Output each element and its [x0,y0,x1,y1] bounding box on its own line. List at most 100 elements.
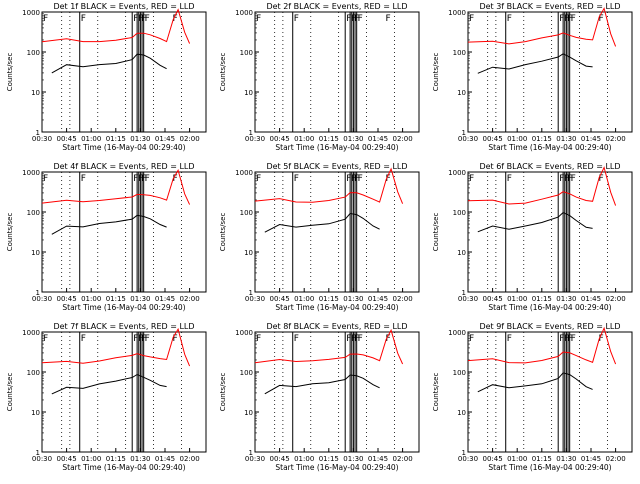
plot-frame [467,171,633,293]
flag-marker: F [138,174,143,184]
x-tick-label: 01:45 [581,295,601,303]
flag-marker: F [567,14,572,24]
flag-marker: F [173,334,178,344]
panel-title: Det 9f BLACK = Events, RED = LLD [479,322,620,331]
x-tick-label: 00:45 [483,135,503,143]
flag-marker: F [173,14,178,24]
series-lld-line [467,7,617,47]
x-tick-label: 00:45 [57,295,77,303]
y-axis-label: Counts/sec [219,213,227,252]
y-tick-label: 100 [453,209,466,217]
series-lld-line [467,166,617,206]
flag-marker: F [354,14,359,24]
y-tick-label: 1 [462,289,466,297]
x-tick-label: 00:45 [270,295,290,303]
x-tick-label: 00:30 [32,135,52,143]
flag-marker: F [358,14,363,24]
y-tick-label: 100 [453,369,466,377]
x-tick-label: 00:30 [458,295,478,303]
x-axis-label: Start Time (16-May-04 00:29:40) [275,303,398,312]
flag-marker: F [351,174,356,184]
y-axis-label: Counts/sec [6,213,14,252]
flag-marker: F [354,334,359,344]
x-tick-label: 01:15 [106,295,126,303]
x-tick-label: 00:45 [57,135,77,143]
x-tick-label: 01:15 [532,455,552,463]
x-tick-label: 00:30 [458,455,478,463]
x-axis-label: Start Time (16-May-04 00:29:40) [62,463,185,472]
y-axis-label: Counts/sec [219,53,227,92]
x-tick-label: 02:00 [393,295,413,303]
x-tick-label: 01:45 [581,135,601,143]
flag-marker: F [507,334,512,344]
plot-frame [254,331,420,453]
y-tick-label: 1000 [22,329,40,337]
x-tick-label: 00:30 [245,455,265,463]
panel-title: Det 1f BLACK = Events, RED = LLD [53,2,194,11]
x-tick-label: 00:45 [483,455,503,463]
x-tick-label: 02:00 [180,455,200,463]
panel-title: Det 3f BLACK = Events, RED = LLD [479,2,620,11]
flag-marker: F [567,334,572,344]
x-tick-label: 01:00 [507,295,527,303]
flag-marker: F [256,334,261,344]
flag-marker: F [386,14,391,24]
flag-marker: F [133,174,138,184]
x-tick-label: 02:00 [606,135,626,143]
y-tick-label: 1 [249,289,253,297]
x-tick-label: 01:00 [507,455,527,463]
flag-marker: F [599,334,604,344]
y-tick-label: 10 [457,249,466,257]
x-tick-label: 01:45 [155,135,175,143]
plot-frame [41,11,207,133]
plot-frame [41,171,207,293]
x-tick-label: 01:30 [556,295,576,303]
x-axis-label: Start Time (16-May-04 00:29:40) [488,143,611,152]
y-axis-label: Counts/sec [432,213,440,252]
y-tick-label: 10 [244,89,253,97]
x-tick-label: 01:45 [368,295,388,303]
y-tick-label: 1000 [235,169,253,177]
x-tick-label: 01:00 [294,295,314,303]
series-events-line [264,374,380,395]
x-tick-label: 01:30 [130,135,150,143]
flag-marker: F [133,334,138,344]
flag-marker: F [256,174,261,184]
y-axis-label: Counts/sec [6,373,14,412]
y-tick-label: 100 [453,49,466,57]
x-tick-label: 01:15 [319,135,339,143]
series-lld-line [254,328,404,365]
flag-marker: F [43,14,48,24]
y-tick-label: 1 [249,449,253,457]
plot-frame [254,171,420,293]
x-tick-label: 00:45 [270,455,290,463]
x-tick-label: 00:30 [32,455,52,463]
x-tick-label: 01:15 [532,295,552,303]
series-events-line [477,53,593,74]
x-axis-label: Start Time (16-May-04 00:29:40) [275,143,398,152]
plot-frame [467,331,633,453]
series-lld-line [254,167,404,204]
flag-marker: F [351,334,356,344]
flag-marker: F [599,14,604,24]
flag-marker: F [81,334,86,344]
flag-marker: F [43,334,48,344]
flag-marker: F [386,174,391,184]
x-tick-label: 02:00 [393,455,413,463]
x-tick-label: 01:00 [294,135,314,143]
x-tick-label: 01:00 [81,135,101,143]
y-tick-label: 10 [457,89,466,97]
panel-title: Det 4f BLACK = Events, RED = LLD [53,162,194,171]
y-tick-label: 10 [31,89,40,97]
flag-marker: F [351,14,356,24]
x-tick-label: 01:30 [130,295,150,303]
y-tick-label: 100 [27,49,40,57]
flag-marker: F [559,174,564,184]
x-tick-label: 01:30 [343,135,363,143]
y-tick-label: 1000 [22,9,40,17]
y-tick-label: 100 [240,209,253,217]
